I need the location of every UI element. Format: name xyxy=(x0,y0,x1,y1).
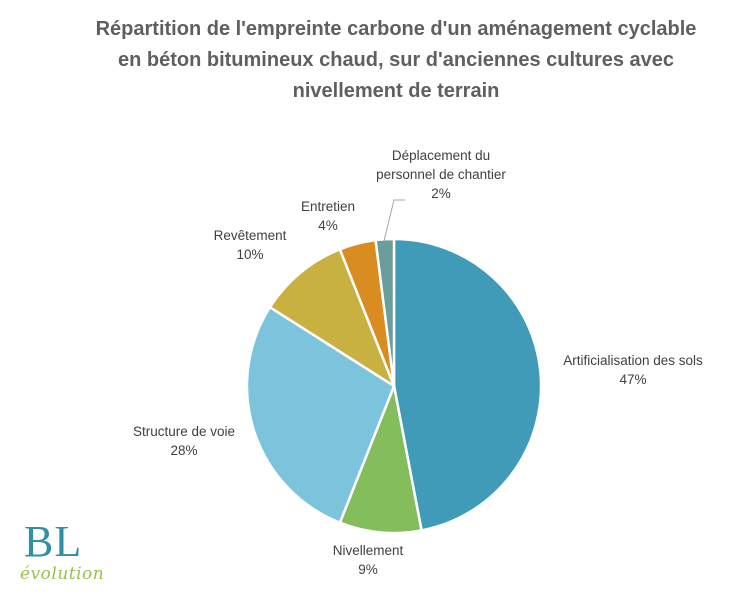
leader-line-deplacement xyxy=(383,199,405,242)
chart-title-line-1: Répartition de l'empreinte carbone d'un … xyxy=(95,18,697,40)
data-label-structure-de-voie: Structure de voie 28% xyxy=(133,424,235,458)
pie-labels: Artificialisation des sols 47% Nivellement… xyxy=(133,148,703,577)
pie-slice-artificialisation-des-sols xyxy=(392,237,543,532)
chart-title-line-3: nivellement de terrain xyxy=(292,80,500,102)
data-label-nivellement: Nivellement 9% xyxy=(333,543,404,577)
chart-title-line-2: en béton bitumineux chaud, sur d'ancienn… xyxy=(117,49,674,71)
pie-slice-nivellement xyxy=(338,384,423,535)
data-label-entretien: Entretien 4% xyxy=(301,199,355,233)
pie-slices xyxy=(245,237,543,535)
pie-slice-revetement xyxy=(268,248,396,388)
logo-main: BL xyxy=(24,517,83,566)
pie-slice-structure-de-voie xyxy=(245,305,396,524)
data-label-deplacement-du-personnel-de-chantier: Déplacement du personnel de chantier 2% xyxy=(376,148,506,201)
logo-sub: évolution xyxy=(20,564,105,584)
data-label-artificialisation-des-sols: Artificialisation des sols 47% xyxy=(563,353,703,387)
data-label-revetement: Revêtement 10% xyxy=(214,228,287,262)
chart-title: Répartition de l'empreinte carbone d'un … xyxy=(40,14,752,107)
bl-evolution-logo: BL évolution xyxy=(20,518,110,590)
